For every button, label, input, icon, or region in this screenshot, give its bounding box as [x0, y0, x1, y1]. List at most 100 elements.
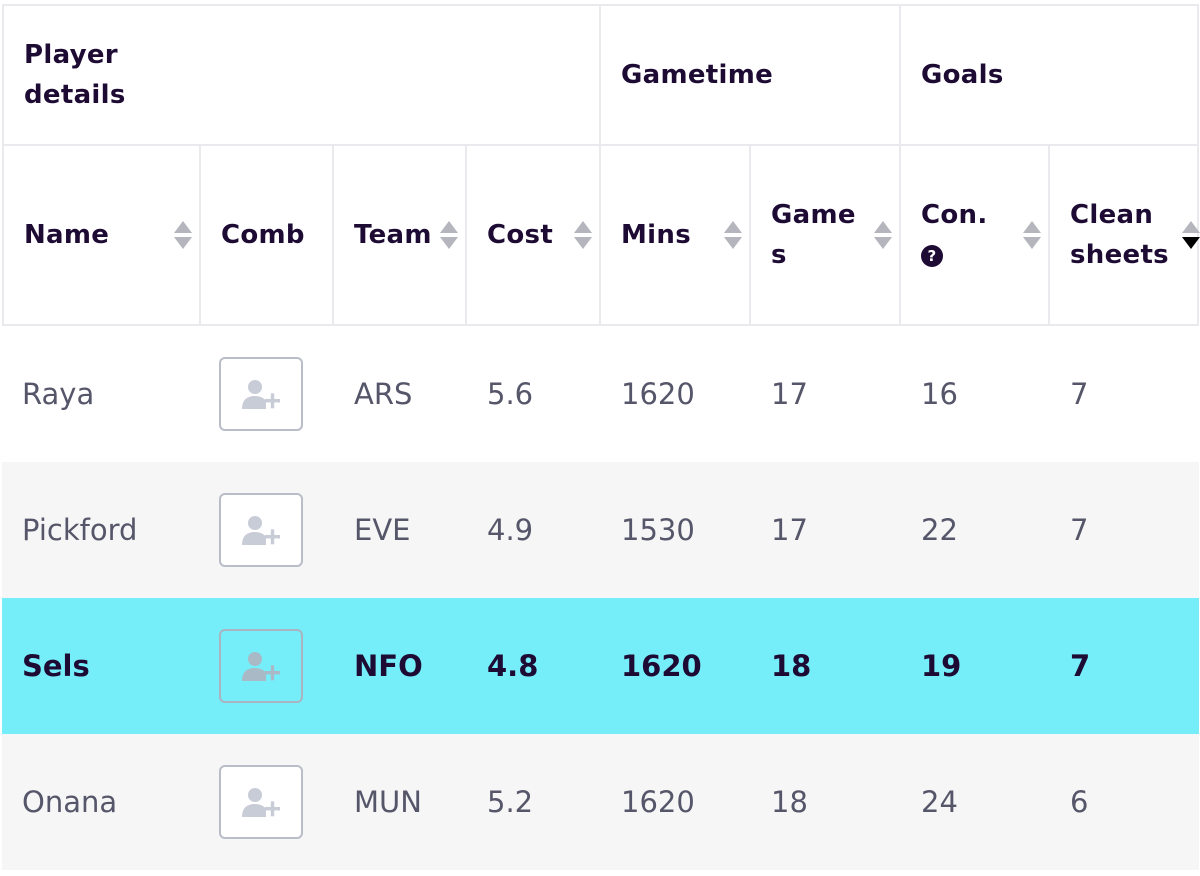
column-header-team-label: Team: [354, 220, 432, 250]
column-header-con-text: Con.: [921, 200, 988, 230]
sort-icon[interactable]: [1022, 219, 1042, 251]
cell-clean-sheets: 7: [1050, 326, 1199, 462]
team-code: NFO: [354, 649, 423, 683]
conceded-value: 16: [921, 377, 958, 411]
cell-comb: [201, 598, 334, 734]
column-header-cost-label: Cost: [487, 220, 554, 250]
column-header-games[interactable]: Games: [751, 146, 901, 326]
header-group-gametime-label: Gametime: [621, 60, 774, 90]
add-user-icon: [242, 516, 280, 545]
add-to-comb-button[interactable]: [219, 357, 303, 431]
clean-sheets-value: 7: [1070, 649, 1091, 683]
clean-sheets-value: 7: [1070, 513, 1089, 547]
conceded-value: 22: [921, 513, 958, 547]
cell-con: 24: [901, 734, 1050, 870]
cell-games: 18: [751, 598, 901, 734]
header-group-goals-label: Goals: [921, 60, 1004, 90]
cell-con: 22: [901, 462, 1050, 598]
cell-cost: 4.9: [467, 462, 601, 598]
cell-name: Raya: [2, 326, 201, 462]
mins-value: 1530: [621, 513, 695, 547]
games-value: 17: [771, 513, 808, 547]
column-header-comb: Comb: [201, 146, 334, 326]
cell-clean-sheets: 6: [1050, 734, 1199, 870]
cell-comb: [201, 462, 334, 598]
team-code: MUN: [354, 785, 422, 819]
column-header-mins[interactable]: Mins: [601, 146, 751, 326]
column-header-team[interactable]: Team: [334, 146, 467, 326]
cost-value: 4.8: [487, 649, 539, 683]
mins-value: 1620: [621, 785, 695, 819]
header-group-player-details: Player details: [2, 4, 601, 146]
cell-con: 19: [901, 598, 1050, 734]
player-name[interactable]: Sels: [22, 649, 90, 683]
add-user-icon: [242, 380, 280, 409]
cell-name: Onana: [2, 734, 201, 870]
sort-descending-icon[interactable]: [1181, 219, 1200, 251]
add-user-icon: [242, 652, 280, 681]
column-header-clean-sheets[interactable]: Clean sheets: [1050, 146, 1200, 326]
column-header-name-label: Name: [24, 220, 110, 250]
add-to-comb-button[interactable]: [219, 493, 303, 567]
conceded-value: 24: [921, 785, 958, 819]
help-icon[interactable]: ?: [921, 244, 943, 267]
cell-comb: [201, 734, 334, 870]
column-header-mins-label: Mins: [621, 220, 691, 250]
cell-games: 18: [751, 734, 901, 870]
team-code: ARS: [354, 377, 413, 411]
header-group-player-details-label: Player details: [24, 40, 126, 110]
cell-con: 16: [901, 326, 1050, 462]
games-value: 18: [771, 649, 812, 683]
mins-value: 1620: [621, 377, 695, 411]
clean-sheets-value: 6: [1070, 785, 1089, 819]
column-header-clean-sheets-label: Clean sheets: [1070, 200, 1169, 270]
add-to-comb-button[interactable]: [219, 765, 303, 839]
games-value: 18: [771, 785, 808, 819]
cell-clean-sheets: 7: [1050, 598, 1199, 734]
sort-icon[interactable]: [573, 219, 593, 251]
team-code: EVE: [354, 513, 411, 547]
cost-value: 4.9: [487, 513, 534, 547]
cost-value: 5.2: [487, 785, 534, 819]
stats-grid: Player details Gametime Goals Name Comb …: [2, 4, 1200, 870]
cell-mins: 1620: [601, 598, 751, 734]
column-header-con-label: Con. ?: [901, 195, 988, 275]
sort-icon[interactable]: [439, 219, 459, 251]
cell-team: MUN: [334, 734, 467, 870]
header-group-goals: Goals: [901, 4, 1199, 146]
cell-mins: 1620: [601, 734, 751, 870]
header-group-gametime: Gametime: [601, 4, 901, 146]
cell-games: 17: [751, 326, 901, 462]
cell-cost: 5.6: [467, 326, 601, 462]
add-user-icon: [242, 788, 280, 817]
cell-comb: [201, 326, 334, 462]
column-header-con[interactable]: Con. ?: [901, 146, 1050, 326]
sort-icon[interactable]: [873, 219, 893, 251]
clean-sheets-value: 7: [1070, 377, 1089, 411]
cell-team: NFO: [334, 598, 467, 734]
cell-mins: 1530: [601, 462, 751, 598]
cell-clean-sheets: 7: [1050, 462, 1199, 598]
player-name[interactable]: Pickford: [22, 513, 138, 547]
cell-name: Sels: [2, 598, 201, 734]
cell-team: ARS: [334, 326, 467, 462]
cost-value: 5.6: [487, 377, 534, 411]
column-header-comb-label: Comb: [221, 220, 305, 250]
mins-value: 1620: [621, 649, 702, 683]
conceded-value: 19: [921, 649, 962, 683]
cell-games: 17: [751, 462, 901, 598]
cell-name: Pickford: [2, 462, 201, 598]
cell-team: EVE: [334, 462, 467, 598]
player-name[interactable]: Onana: [22, 785, 118, 819]
sort-icon[interactable]: [173, 219, 193, 251]
cell-mins: 1620: [601, 326, 751, 462]
column-header-cost[interactable]: Cost: [467, 146, 601, 326]
column-header-games-label: Games: [771, 200, 856, 270]
player-name[interactable]: Raya: [22, 377, 95, 411]
column-header-name[interactable]: Name: [2, 146, 201, 326]
sort-icon[interactable]: [723, 219, 743, 251]
games-value: 17: [771, 377, 808, 411]
cell-cost: 4.8: [467, 598, 601, 734]
add-to-comb-button[interactable]: [219, 629, 303, 703]
